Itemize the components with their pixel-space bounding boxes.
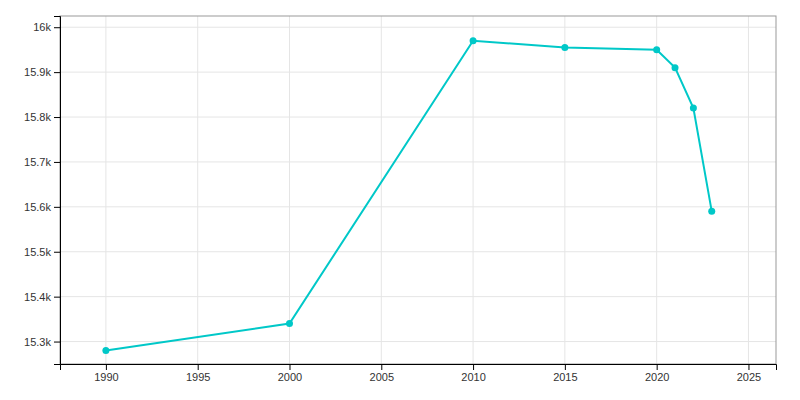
x-tick-mark	[381, 364, 382, 370]
y-axis: 15.3k 15.4k 15.5k 15.6k 15.7k 15.8k 15.9k 16k	[24, 17, 60, 365]
grid-line-y	[60, 251, 776, 252]
y-axis-line	[54, 17, 61, 365]
x-axis-line	[61, 365, 777, 371]
x-tick-label: 1990	[94, 371, 118, 383]
x-axis: 1990 1995 2000 2005 2010 2015 2020 2025	[61, 364, 777, 383]
x-tick: 2020	[645, 364, 669, 383]
point	[690, 105, 697, 112]
x-tick: 1995	[186, 364, 210, 383]
x-tick: 2000	[278, 364, 302, 383]
y-tick: 15.5k	[24, 246, 60, 258]
grid-line-x	[748, 16, 749, 364]
x-tick: 1990	[94, 364, 118, 383]
line	[106, 41, 712, 351]
y-tick-label: 16k	[33, 21, 51, 33]
x-tick-label: 2020	[645, 371, 669, 383]
x-tick: 2015	[553, 364, 577, 383]
grid-line-y	[60, 206, 776, 207]
grid-line-x	[381, 16, 382, 364]
grid-line-x	[473, 16, 474, 364]
y-tick-label: 15.5k	[24, 246, 51, 258]
y-tick: 15.3k	[24, 336, 60, 348]
x-tick-mark	[748, 364, 749, 370]
y-tick: 15.6k	[24, 201, 60, 213]
grid-line-y	[60, 27, 776, 28]
grid	[60, 16, 776, 364]
y-tick-label: 15.8k	[24, 111, 51, 123]
grid-line-x	[564, 16, 565, 364]
y-tick-mark	[54, 162, 60, 163]
y-tick-mark	[54, 117, 60, 118]
y-tick-label: 15.9k	[24, 66, 51, 78]
point	[653, 46, 660, 53]
y-tick: 15.7k	[24, 156, 60, 168]
x-tick: 2005	[370, 364, 394, 383]
y-tick: 15.4k	[24, 291, 60, 303]
x-tick-mark	[289, 364, 290, 370]
x-tick-mark	[473, 364, 474, 370]
y-tick-mark	[54, 207, 60, 208]
grid-line-y	[60, 296, 776, 297]
grid-line-y	[60, 117, 776, 118]
x-tick-mark	[657, 364, 658, 370]
x-tick-mark	[565, 364, 566, 370]
x-tick: 2010	[461, 364, 485, 383]
x-tick-label: 1995	[186, 371, 210, 383]
point	[672, 64, 679, 71]
y-tick: 15.8k	[24, 111, 60, 123]
plot: 1990199520002005201020152020202515.3k15.…	[24, 16, 776, 383]
x-tick: 2025	[737, 364, 761, 383]
grid-line-y	[60, 72, 776, 73]
x-tick-label: 2000	[278, 371, 302, 383]
x-tick-label: 2015	[553, 371, 577, 383]
point	[470, 37, 477, 44]
y-tick-mark	[54, 27, 60, 28]
point	[286, 320, 293, 327]
x-tick-mark	[198, 364, 199, 370]
y-tick-label: 15.6k	[24, 201, 51, 213]
y-tick-label: 15.7k	[24, 156, 51, 168]
x-tick-label: 2025	[737, 371, 761, 383]
point	[102, 347, 109, 354]
grid-line-x	[197, 16, 198, 364]
y-tick-mark	[54, 72, 60, 73]
x-tick-label: 2010	[461, 371, 485, 383]
y-tick-label: 15.4k	[24, 291, 51, 303]
y-tick: 15.9k	[24, 66, 60, 78]
plot-frame	[60, 16, 776, 364]
y-tick-mark	[54, 252, 60, 253]
grid-line-x	[105, 16, 106, 364]
y-tick-label: 15.3k	[24, 336, 51, 348]
x-tick-mark	[106, 364, 107, 370]
y-tick-mark	[54, 342, 60, 343]
grid-line-x	[656, 16, 657, 364]
marks	[102, 37, 715, 354]
chart: 1990199520002005201020152020202515.3k15.…	[0, 0, 800, 400]
y-tick: 16k	[33, 21, 60, 33]
grid-line-y	[60, 161, 776, 162]
y-tick-mark	[54, 297, 60, 298]
x-tick-label: 2005	[370, 371, 394, 383]
point	[708, 208, 715, 215]
point	[561, 44, 568, 51]
grid-line-x	[289, 16, 290, 364]
